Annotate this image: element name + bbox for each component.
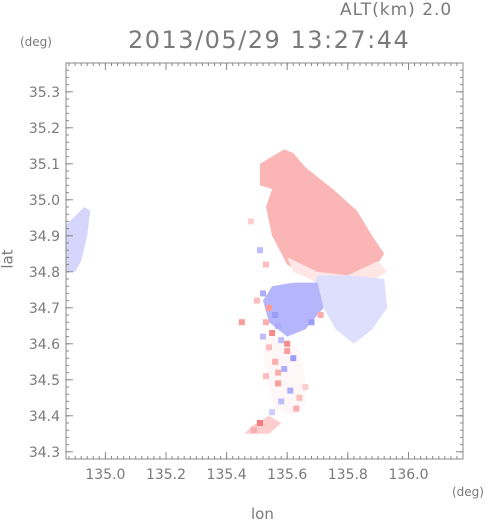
region-west-patch bbox=[66, 207, 91, 272]
x-tick-label: 135.2 bbox=[146, 467, 186, 483]
plot-frame bbox=[65, 62, 464, 460]
y-tick-label: 34.7 bbox=[29, 301, 60, 317]
speckle-cell bbox=[272, 312, 279, 318]
speckle-cell bbox=[281, 366, 288, 372]
speckle-cell bbox=[272, 358, 279, 365]
x-tick-label: 135.0 bbox=[85, 467, 125, 483]
speckle-cell bbox=[269, 330, 276, 336]
speckle-cell bbox=[293, 405, 300, 412]
speckle-cell bbox=[247, 218, 254, 225]
y-tick-label: 35.3 bbox=[29, 85, 60, 101]
plot-border bbox=[65, 62, 464, 460]
speckle-cell bbox=[257, 420, 263, 426]
speckle-cell bbox=[278, 337, 285, 344]
speckle-cell bbox=[296, 394, 303, 401]
axis-ticks: 135.0 135.2 135.4 135.6 135.8 136.0 34.3 34.4 34… bbox=[29, 62, 464, 483]
x-unit-label: (deg) bbox=[452, 485, 484, 499]
x-tick-label: 136.0 bbox=[388, 467, 428, 483]
speckle-cell bbox=[317, 312, 324, 318]
y-tick-label: 34.5 bbox=[29, 373, 60, 389]
y-tick-label: 34.6 bbox=[29, 337, 60, 353]
speckle-cell bbox=[284, 340, 291, 347]
speckle-cell bbox=[263, 373, 269, 380]
speckle-cell bbox=[269, 409, 276, 416]
speckle-cell bbox=[238, 319, 245, 326]
speckle-cell bbox=[253, 297, 260, 304]
speckle-cell bbox=[266, 344, 272, 351]
y-tick-label: 35.1 bbox=[29, 157, 60, 173]
speckle-cell bbox=[284, 348, 291, 354]
y-tick-label: 35.0 bbox=[29, 193, 60, 209]
speckle-cell bbox=[250, 427, 257, 434]
altitude-label: ALT(km) 2.0 bbox=[340, 0, 453, 20]
y-tick-label: 34.4 bbox=[29, 409, 60, 425]
speckle-cell bbox=[263, 261, 269, 268]
region-east-blue bbox=[311, 275, 388, 344]
region-north-red bbox=[260, 149, 385, 279]
x-tick-label: 135.6 bbox=[267, 467, 307, 483]
speckle-cell bbox=[275, 369, 282, 376]
speckle-cell bbox=[275, 322, 282, 329]
data-layer bbox=[66, 149, 388, 434]
speckle-cell bbox=[260, 290, 266, 297]
speckle-cell bbox=[257, 247, 263, 254]
speckle-cell bbox=[260, 333, 266, 340]
datetime-title: 2013/05/29 13:27:44 bbox=[128, 26, 411, 54]
x-tick-label: 135.4 bbox=[207, 467, 247, 483]
speckle-cell bbox=[287, 387, 294, 394]
x-tick-label: 135.8 bbox=[328, 467, 368, 483]
y-tick-label: 34.9 bbox=[29, 229, 60, 245]
speckle-cell bbox=[266, 304, 272, 311]
y-unit-label: (deg) bbox=[20, 35, 52, 49]
y-tick-label: 34.3 bbox=[29, 445, 60, 461]
x-axis-label: lon bbox=[251, 505, 274, 523]
speckle-cell bbox=[278, 398, 285, 405]
y-tick-label: 34.8 bbox=[29, 265, 60, 281]
y-tick-label: 35.2 bbox=[29, 121, 60, 137]
speckle-cell bbox=[290, 355, 297, 362]
speckle-cell bbox=[263, 319, 269, 326]
speckle-cell bbox=[275, 380, 282, 387]
speckle-cell bbox=[308, 319, 315, 326]
speckle-cell bbox=[302, 384, 309, 390]
region-central-blue bbox=[263, 282, 324, 337]
